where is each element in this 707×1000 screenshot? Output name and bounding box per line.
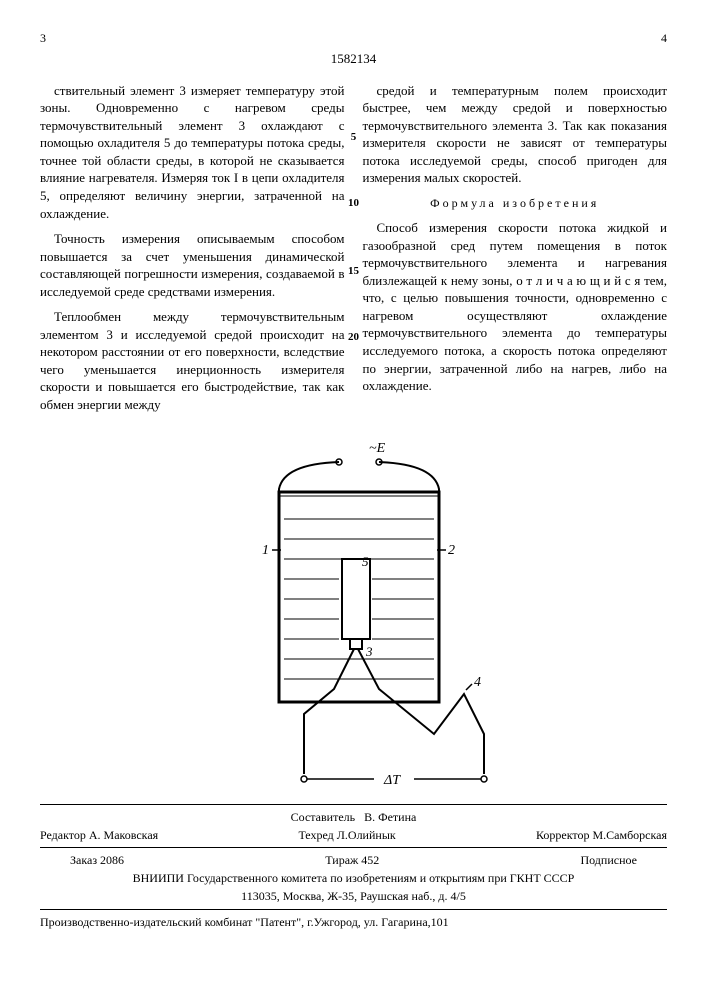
composer-name: В. Фетина xyxy=(364,810,416,824)
divider xyxy=(40,804,667,805)
divider xyxy=(40,909,667,910)
line-marker: 10 xyxy=(348,196,359,211)
line-marker: 15 xyxy=(348,264,359,279)
para: Теплообмен между термочувствительным эле… xyxy=(40,308,345,413)
composer-label: Составитель xyxy=(291,810,355,824)
divider xyxy=(40,847,667,848)
tirazh: Тираж 452 xyxy=(325,852,379,868)
editor: Редактор А. Маковская xyxy=(40,827,158,843)
text-columns: 5 10 15 20 ствительный элемент 3 измеряе… xyxy=(40,82,667,422)
right-column: средой и температурным полем происходит … xyxy=(363,82,668,422)
page-num-left: 3 xyxy=(40,30,46,46)
para: Точность измерения описываемым способом … xyxy=(40,230,345,300)
para: Способ измерения скорости потока жидкой … xyxy=(363,219,668,394)
page-num-right: 4 xyxy=(661,30,667,46)
para: средой и температурным полем происходит … xyxy=(363,82,668,187)
label-2: 2 xyxy=(448,543,455,558)
label-top: ~E xyxy=(369,441,386,456)
footer-row: Заказ 2086 Тираж 452 Подписное xyxy=(40,852,667,868)
left-column: ствительный элемент 3 измеряет температу… xyxy=(40,82,345,422)
subscription: Подписное xyxy=(580,852,637,868)
corrector: Корректор М.Самборская xyxy=(536,827,667,843)
composer-line: Составитель В. Фетина xyxy=(40,809,667,825)
credits-row: Редактор А. Маковская Техред Л.Олийнык К… xyxy=(40,827,667,843)
formula-title: Формула изобретения xyxy=(363,195,668,211)
order-number: Заказ 2086 xyxy=(70,852,124,868)
techred: Техред Л.Олийнык xyxy=(298,827,395,843)
para: ствительный элемент 3 измеряет температу… xyxy=(40,82,345,222)
label-3: 3 xyxy=(365,644,373,659)
footer-org: ВНИИПИ Государственного комитета по изоб… xyxy=(40,870,667,886)
footer-org2: Производственно-издательский комбинат "П… xyxy=(40,914,667,930)
line-marker: 20 xyxy=(348,330,359,345)
label-delta-t: ΔT xyxy=(383,773,401,788)
figure-diagram: ~E xyxy=(40,434,667,794)
label-1: 1 xyxy=(262,543,269,558)
label-5: 5 xyxy=(362,554,369,569)
doc-number: 1582134 xyxy=(40,50,667,68)
label-4: 4 xyxy=(474,675,481,690)
footer-addr: 113035, Москва, Ж-35, Раушская наб., д. … xyxy=(40,888,667,904)
line-marker: 5 xyxy=(351,130,357,145)
